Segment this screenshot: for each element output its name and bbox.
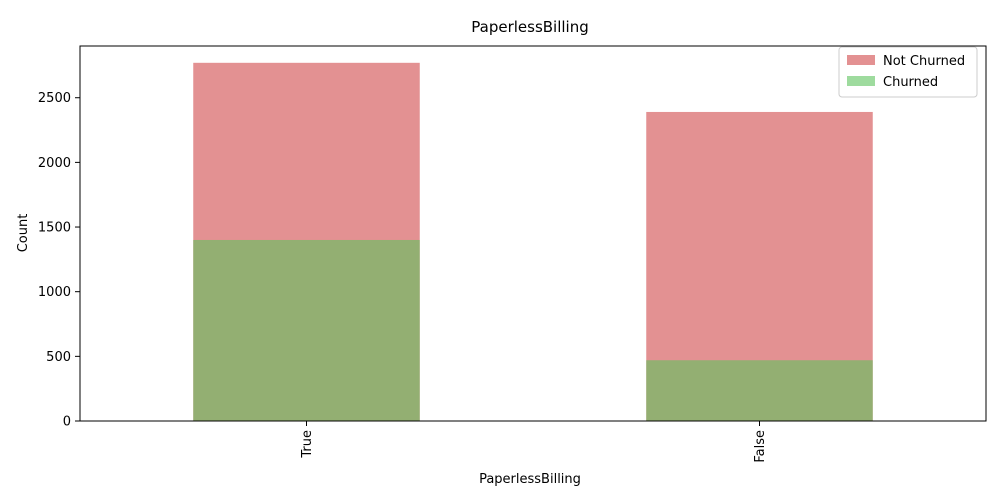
x-tick-label: False — [753, 430, 768, 463]
y-tick-label: 1500 — [38, 221, 71, 236]
x-axis: True False — [300, 421, 768, 463]
y-axis: 0 500 1000 1500 2000 2500 — [38, 91, 80, 430]
y-tick-label: 0 — [63, 415, 71, 430]
legend-swatch — [847, 76, 875, 86]
bar-churned-true — [193, 239, 420, 421]
chart-title: PaperlessBilling — [471, 18, 589, 36]
x-tick-label: True — [300, 430, 315, 459]
y-tick-label: 2500 — [38, 91, 71, 106]
plot-frame — [79, 45, 987, 422]
legend: Not Churned Churned — [838, 46, 978, 98]
legend-swatch — [847, 55, 875, 65]
y-tick-label: 500 — [46, 350, 71, 365]
y-tick-label: 1000 — [38, 285, 71, 300]
y-tick-label: 2000 — [38, 156, 71, 171]
bar-churned-false — [646, 360, 873, 421]
y-axis-label: Count — [16, 214, 31, 253]
bars — [193, 62, 873, 422]
legend-label: Churned — [883, 75, 938, 90]
x-axis-label: PaperlessBilling — [479, 472, 581, 487]
legend-label: Not Churned — [883, 54, 965, 69]
